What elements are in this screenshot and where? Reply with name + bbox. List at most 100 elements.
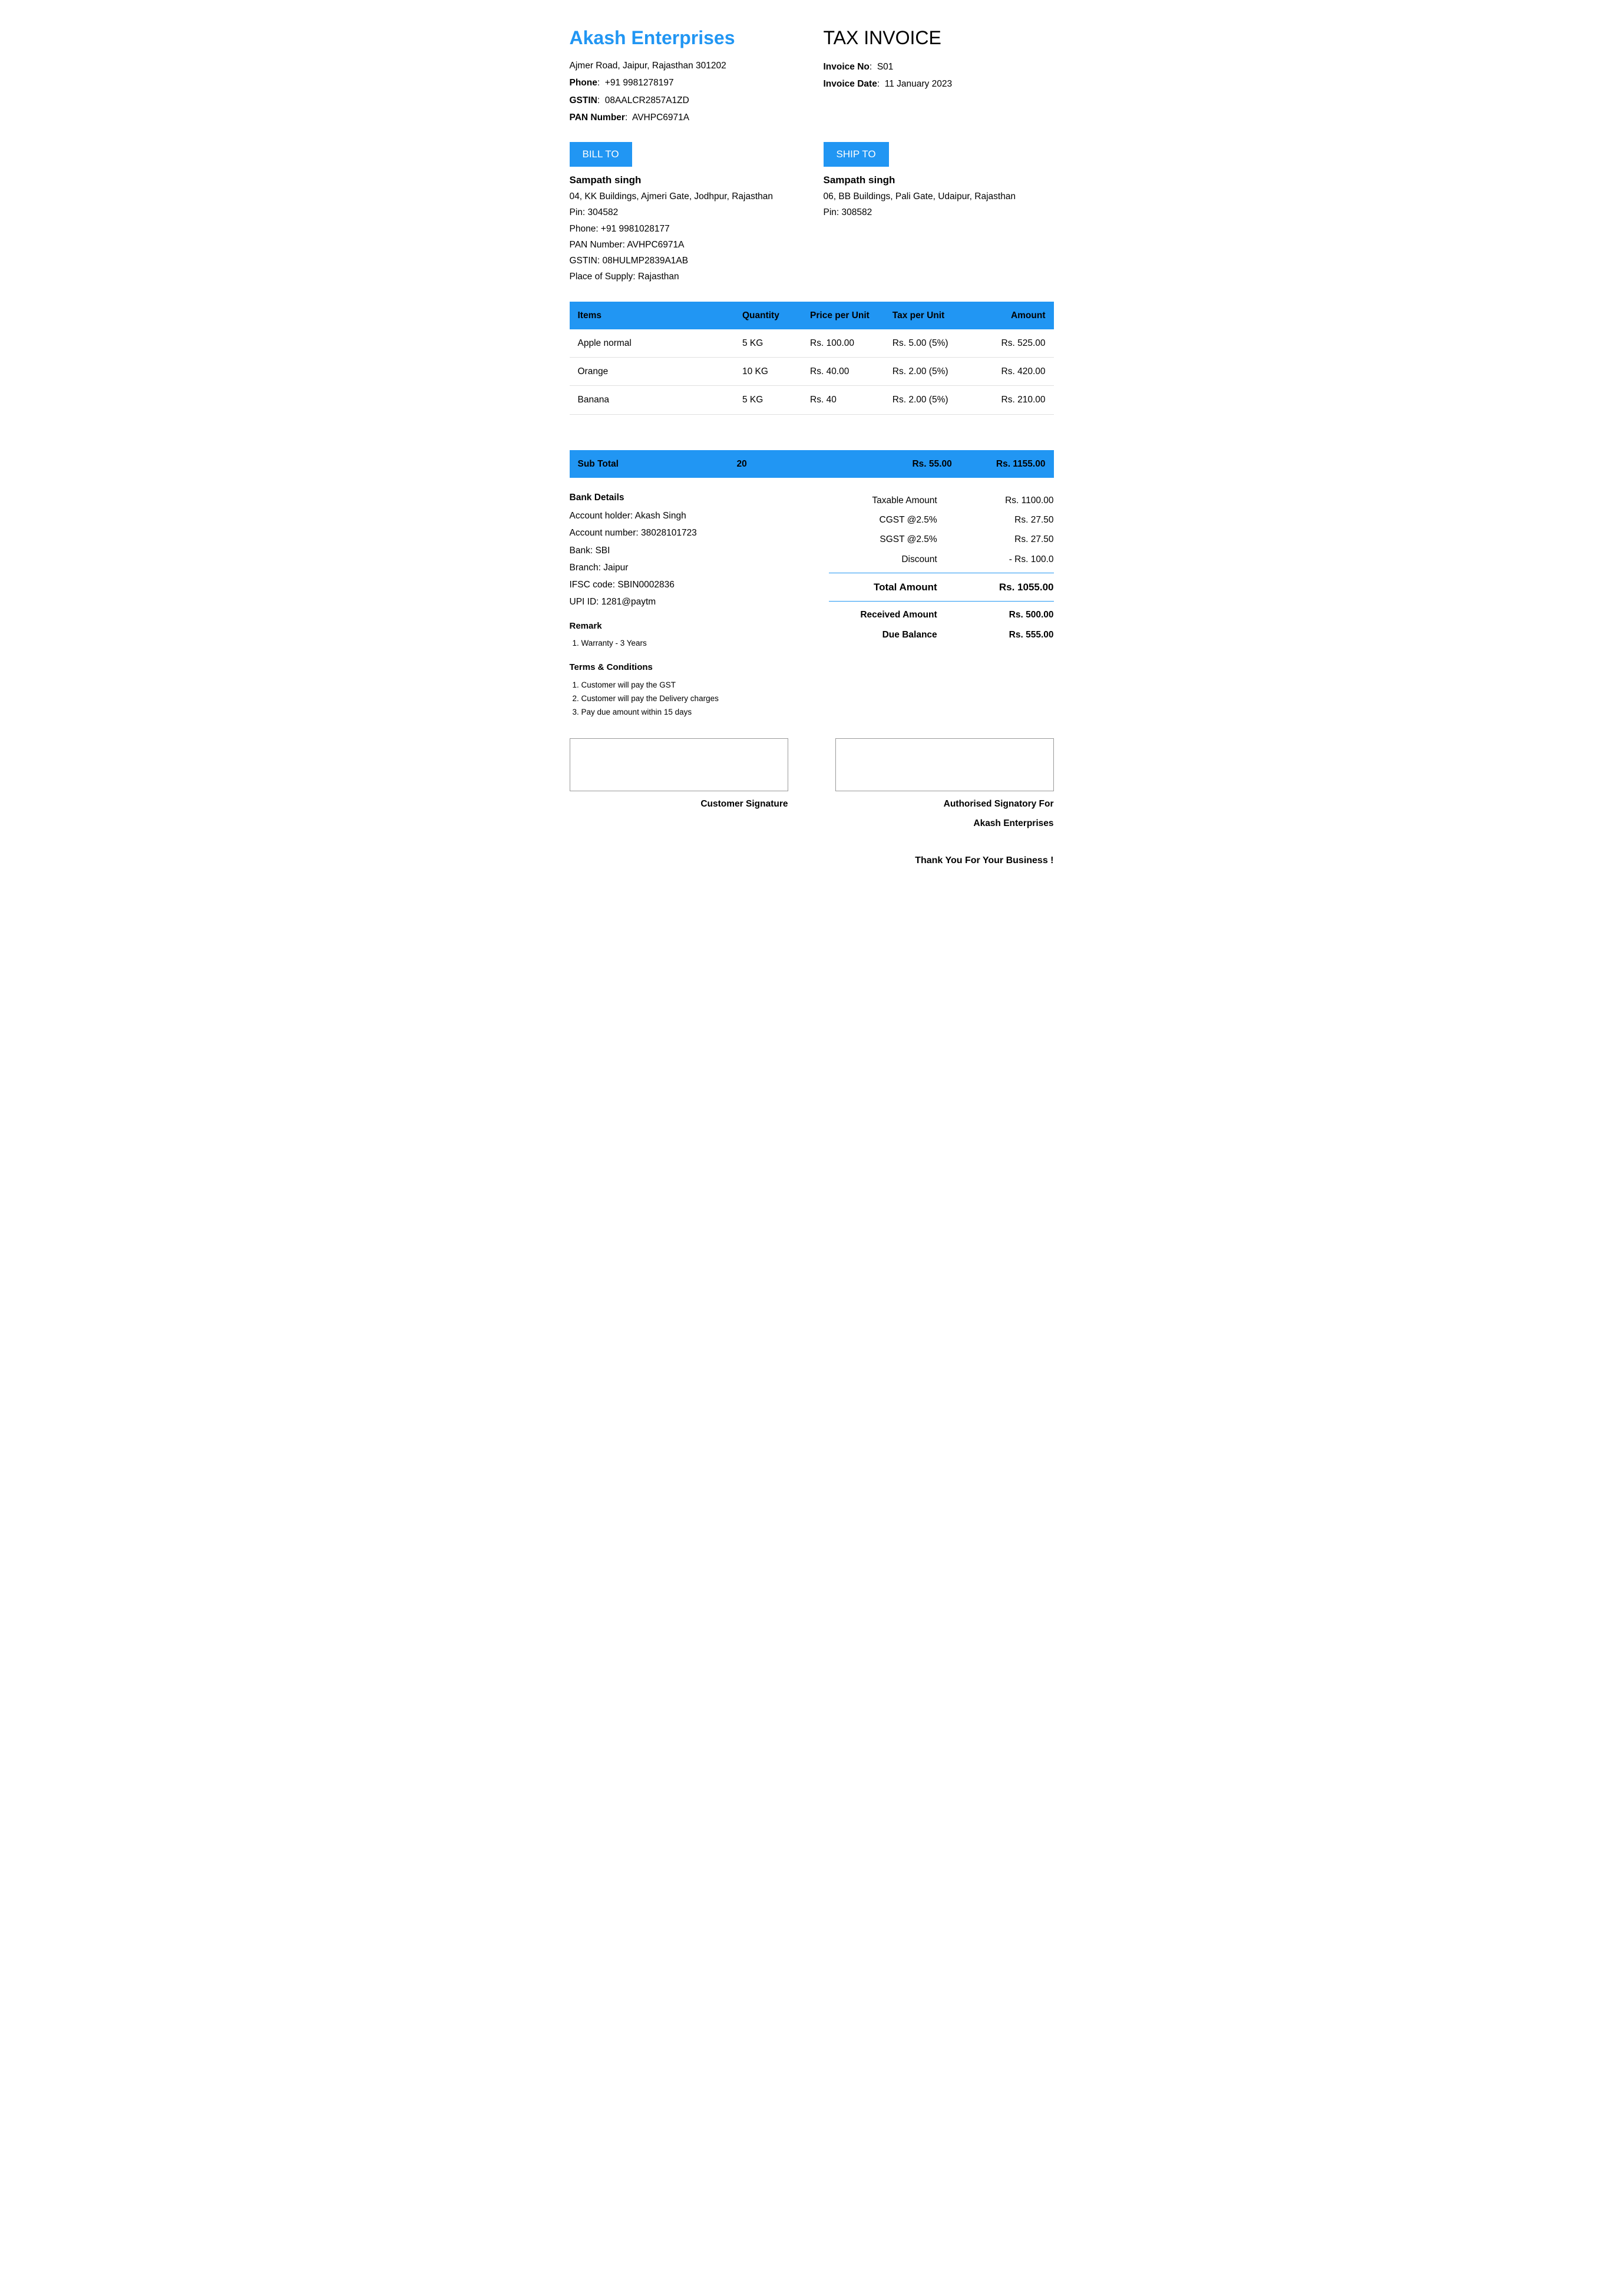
tax-invoice-title: TAX INVOICE [824,24,1054,52]
bill-to-block: BILL TO Sampath singh 04, KK Buildings, … [570,128,800,286]
bank-and-terms: Bank Details Account holder: Akash Singh… [570,491,806,721]
cell-price: Rs. 40 [802,386,884,414]
phone-value: +91 9981278197 [605,78,674,88]
ship-to-tag: SHIP TO [824,142,889,167]
bank-ifsc: IFSC code: SBIN0002836 [570,578,806,592]
bill-to-pin: Pin: 304582 [570,206,800,219]
authorised-signature-label2: Akash Enterprises [835,817,1054,830]
due-row: Due Balance Rs. 555.00 [829,625,1053,645]
col-amount: Amount [967,302,1054,329]
bank-branch: Branch: Jaipur [570,561,806,574]
cell-amount: Rs. 525.00 [967,329,1054,358]
invoice-no-line: Invoice No: S01 [824,60,1054,74]
taxable-value: Rs. 1100.00 [955,494,1054,507]
cell-price: Rs. 40.00 [802,358,884,386]
total-label: Total Amount [829,580,955,595]
invoice-date-line: Invoice Date: 11 January 2023 [824,77,1054,91]
header-row: Akash Enterprises Ajmer Road, Jaipur, Ra… [570,24,1054,128]
col-tax: Tax per Unit [884,302,967,329]
customer-signature-box [570,738,788,791]
bill-to-tag: BILL TO [570,142,632,167]
cell-tax: Rs. 5.00 (5%) [884,329,967,358]
remark-title: Remark [570,620,806,633]
col-qty: Quantity [734,302,802,329]
items-header-row: Items Quantity Price per Unit Tax per Un… [570,302,1054,329]
bill-to-pan: PAN Number: AVHPC6971A [570,238,800,252]
company-phone-line: Phone: +91 9981278197 [570,76,800,90]
gstin-label: GSTIN [570,95,597,105]
invoice-meta-block: TAX INVOICE Invoice No: S01 Invoice Date… [824,24,1054,128]
sgst-value: Rs. 27.50 [955,533,1054,546]
amount-separator-2 [829,601,1053,602]
subtotal-amount: Rs. 1155.00 [952,457,1046,471]
amounts-block: Taxable Amount Rs. 1100.00 CGST @2.5% Rs… [829,491,1053,721]
received-row: Received Amount Rs. 500.00 [829,605,1053,625]
bill-to-name: Sampath singh [570,173,800,188]
lower-row: Bank Details Account holder: Akash Singh… [570,491,1054,721]
discount-value: - Rs. 100.0 [955,553,1054,566]
ship-to-name: Sampath singh [824,173,1054,188]
bill-to-phone: Phone: +91 9981028177 [570,222,800,236]
discount-row: Discount - Rs. 100.0 [829,550,1053,569]
invoice-date-label: Invoice Date [824,79,877,89]
company-gstin-line: GSTIN: 08AALCR2857A1ZD [570,94,800,107]
taxable-row: Taxable Amount Rs. 1100.00 [829,491,1053,510]
addresses-row: BILL TO Sampath singh 04, KK Buildings, … [570,128,1054,286]
sgst-label: SGST @2.5% [829,533,955,546]
cell-qty: 5 KG [734,329,802,358]
remark-list: Warranty - 3 Years [570,637,806,649]
subtotal-tax: Rs. 55.00 [830,457,951,471]
list-item: Pay due amount within 15 days [581,706,806,718]
table-row: Banana5 KGRs. 40Rs. 2.00 (5%)Rs. 210.00 [570,386,1054,414]
cell-qty: 5 KG [734,386,802,414]
bill-to-gstin: GSTIN: 08HULMP2839A1AB [570,254,800,267]
col-price: Price per Unit [802,302,884,329]
company-block: Akash Enterprises Ajmer Road, Jaipur, Ra… [570,24,800,128]
due-value: Rs. 555.00 [955,628,1054,642]
table-row: Orange10 KGRs. 40.00Rs. 2.00 (5%)Rs. 420… [570,358,1054,386]
list-item: Customer will pay the GST [581,679,806,691]
customer-signature-block: Customer Signature [570,738,788,831]
total-row: Total Amount Rs. 1055.00 [829,577,1053,598]
sgst-row: SGST @2.5% Rs. 27.50 [829,530,1053,549]
discount-label: Discount [829,553,955,566]
cell-price: Rs. 100.00 [802,329,884,358]
table-row: Apple normal5 KGRs. 100.00Rs. 5.00 (5%)R… [570,329,1054,358]
cell-amount: Rs. 420.00 [967,358,1054,386]
list-item: Warranty - 3 Years [581,637,806,649]
items-table: Items Quantity Price per Unit Tax per Un… [570,302,1054,415]
terms-list: Customer will pay the GST Customer will p… [570,679,806,719]
cell-tax: Rs. 2.00 (5%) [884,386,967,414]
bank-holder: Account holder: Akash Singh [570,509,806,523]
authorised-signature-label1: Authorised Signatory For [835,797,1054,811]
cgst-row: CGST @2.5% Rs. 27.50 [829,510,1053,530]
col-items: Items [570,302,734,329]
cell-name: Orange [570,358,734,386]
customer-signature-label: Customer Signature [570,797,788,811]
invoice-no-value: S01 [877,62,894,72]
cell-tax: Rs. 2.00 (5%) [884,358,967,386]
company-name: Akash Enterprises [570,24,800,52]
cell-name: Apple normal [570,329,734,358]
bank-number: Account number: 38028101723 [570,526,806,540]
authorised-signature-block: Authorised Signatory For Akash Enterpris… [835,738,1054,831]
cgst-label: CGST @2.5% [829,513,955,527]
cell-qty: 10 KG [734,358,802,386]
ship-to-address: 06, BB Buildings, Pali Gate, Udaipur, Ra… [824,190,1054,203]
pan-label: PAN Number [570,113,625,123]
list-item: Customer will pay the Delivery charges [581,693,806,705]
received-label: Received Amount [829,608,955,622]
phone-label: Phone [570,78,597,88]
authorised-signature-box [835,738,1054,791]
subtotal-qty: 20 [736,457,830,471]
subtotal-row: Sub Total 20 Rs. 55.00 Rs. 1155.00 [570,450,1054,478]
company-address: Ajmer Road, Jaipur, Rajasthan 301202 [570,59,800,72]
terms-title: Terms & Conditions [570,661,806,675]
subtotal-label: Sub Total [578,457,737,471]
thank-you-line: Thank You For Your Business ! [570,854,1054,868]
bill-to-address: 04, KK Buildings, Ajmeri Gate, Jodhpur, … [570,190,800,203]
cell-amount: Rs. 210.00 [967,386,1054,414]
bank-upi: UPI ID: 1281@paytm [570,595,806,609]
signature-row: Customer Signature Authorised Signatory … [570,738,1054,831]
ship-to-pin: Pin: 308582 [824,206,1054,219]
